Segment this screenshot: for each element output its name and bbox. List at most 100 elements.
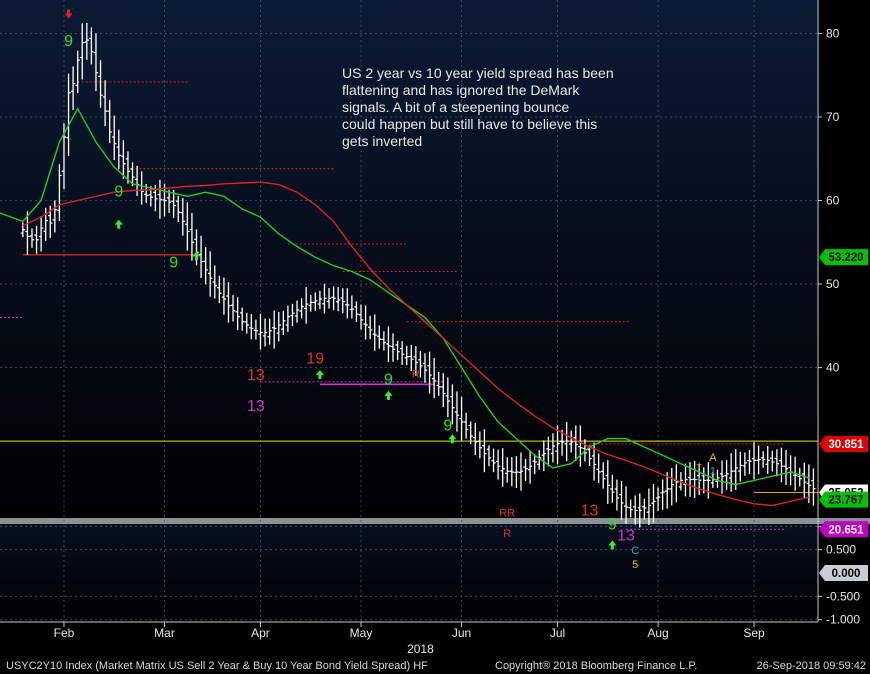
demark-count-label: 9 xyxy=(608,517,617,534)
ohlc-bar xyxy=(491,448,496,473)
ohlc-bar xyxy=(555,425,560,465)
ohlc-bar xyxy=(166,189,172,213)
ohlc-bar xyxy=(683,463,688,497)
ohlc-bar xyxy=(335,286,341,312)
ohlc-bar xyxy=(162,183,167,217)
ohlc-bar xyxy=(431,358,437,399)
demark-count-label: 9 xyxy=(443,417,452,434)
ohlc-bar xyxy=(418,350,423,378)
ohlc-bar xyxy=(770,450,775,472)
ohlc-bar xyxy=(358,304,364,330)
x-tick-label: Apr xyxy=(251,626,270,640)
ohlc-bar xyxy=(628,499,633,518)
ohlc-bar xyxy=(244,312,249,334)
price-callout-label: 20.651 xyxy=(828,524,864,536)
ohlc-bar xyxy=(290,303,295,327)
ohlc-bar xyxy=(70,66,76,110)
price-callout: 53.220 xyxy=(819,249,868,266)
ohlc-bar xyxy=(258,313,263,350)
y-tick-label: 80 xyxy=(826,26,840,40)
ohlc-bar xyxy=(751,442,757,480)
ohlc-bar xyxy=(701,467,706,494)
price-callout-label: 53.220 xyxy=(828,252,863,264)
ohlc-bar xyxy=(84,23,90,60)
price-callout-box xyxy=(819,249,868,266)
ohlc-bar xyxy=(806,464,812,504)
ohlc-bar xyxy=(171,189,176,218)
ohlc-bar xyxy=(445,377,451,418)
annotation-line: gets inverted xyxy=(342,133,422,149)
ohlc-bar xyxy=(107,99,112,144)
ohlc-bar xyxy=(587,445,592,467)
sub-panel-background xyxy=(0,524,818,622)
ohlc-bar xyxy=(678,472,684,491)
sub-panel-callout-box xyxy=(819,565,868,581)
x-tick-label: Jun xyxy=(452,626,471,640)
demark-count-label: 9 xyxy=(64,33,73,50)
ohlc-bar xyxy=(294,300,300,323)
ohlc-bar xyxy=(514,456,519,488)
ohlc-bar xyxy=(623,486,629,524)
buy-setup-arrow xyxy=(192,251,201,261)
ohlc-bar xyxy=(495,449,501,480)
ohlc-bar xyxy=(637,493,642,528)
ohlc-bar xyxy=(692,461,697,499)
ohlc-bar xyxy=(52,200,58,233)
ohlc-bar xyxy=(664,472,670,509)
ohlc-bar xyxy=(404,345,409,366)
annotation-line: flattening and has ignored the DeMark xyxy=(342,82,580,98)
ohlc-bar xyxy=(651,484,656,523)
ohlc-bar xyxy=(303,287,309,324)
x-tick-label: Sep xyxy=(743,626,765,640)
ohlc-bar xyxy=(441,373,446,408)
ohlc-bar xyxy=(308,294,313,312)
ohlc-bar xyxy=(276,311,281,342)
ohlc-bar xyxy=(482,429,487,473)
ohlc-bar xyxy=(116,129,122,170)
ohlc-bar xyxy=(706,462,711,499)
ohlc-bar xyxy=(38,216,44,252)
demark-count-label: R xyxy=(412,369,420,381)
demark-count-label: + xyxy=(696,461,702,472)
footer-security-label: USYC2Y10 Index (Market Matrix US Sell 2 … xyxy=(6,660,428,672)
ohlc-bar xyxy=(550,433,556,463)
ohlc-bar xyxy=(573,425,578,461)
ohlc-bar xyxy=(765,446,770,474)
ohlc-bar xyxy=(98,60,103,108)
ohlc-bar xyxy=(463,412,469,439)
ohlc-bar xyxy=(377,325,382,349)
ohlc-bar xyxy=(299,298,304,319)
ohlc-bar xyxy=(413,346,419,376)
ohlc-bar xyxy=(738,451,743,482)
ohlc-bar xyxy=(66,73,71,156)
ohlc-bar xyxy=(742,452,748,476)
moving-average-red xyxy=(22,181,810,507)
ohlc-bar xyxy=(610,474,615,503)
price-bars xyxy=(20,23,816,528)
ohlc-bar xyxy=(25,211,30,255)
y-tick-label: 70 xyxy=(826,110,840,124)
ohlc-bar xyxy=(226,282,231,323)
ohlc-bar xyxy=(578,425,583,467)
ohlc-bar xyxy=(596,453,601,484)
ohlc-bar xyxy=(802,462,807,499)
ohlc-bar xyxy=(454,391,460,432)
ohlc-bar xyxy=(180,197,185,236)
ohlc-bar xyxy=(774,449,780,477)
annotation-text: US 2 year vs 10 year yield spread has be… xyxy=(342,65,614,149)
ohlc-bar xyxy=(477,431,483,459)
ohlc-bar xyxy=(459,396,464,441)
sell-setup-arrow xyxy=(64,9,73,19)
ohlc-bar xyxy=(212,265,217,299)
ohlc-bar xyxy=(221,277,227,315)
ohlc-bar xyxy=(176,195,181,222)
x-year-label: 2018 xyxy=(407,642,434,656)
ohlc-bar xyxy=(733,449,738,490)
buy-setup-arrow xyxy=(384,390,393,400)
panel-divider xyxy=(0,518,870,524)
footer-copyright: Copyright® 2018 Bloomberg Finance L.P. xyxy=(495,660,697,672)
demark-count-label: 1 xyxy=(710,466,716,478)
ohlc-bar xyxy=(121,140,126,180)
ohlc-bar xyxy=(235,297,240,331)
